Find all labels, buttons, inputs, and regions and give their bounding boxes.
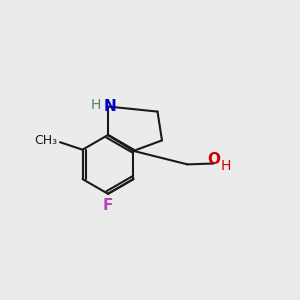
Text: N: N xyxy=(104,99,117,114)
Text: H: H xyxy=(221,159,231,173)
Text: CH₃: CH₃ xyxy=(34,134,58,147)
Text: F: F xyxy=(103,198,113,213)
Text: O: O xyxy=(207,152,220,167)
Text: H: H xyxy=(90,98,100,112)
